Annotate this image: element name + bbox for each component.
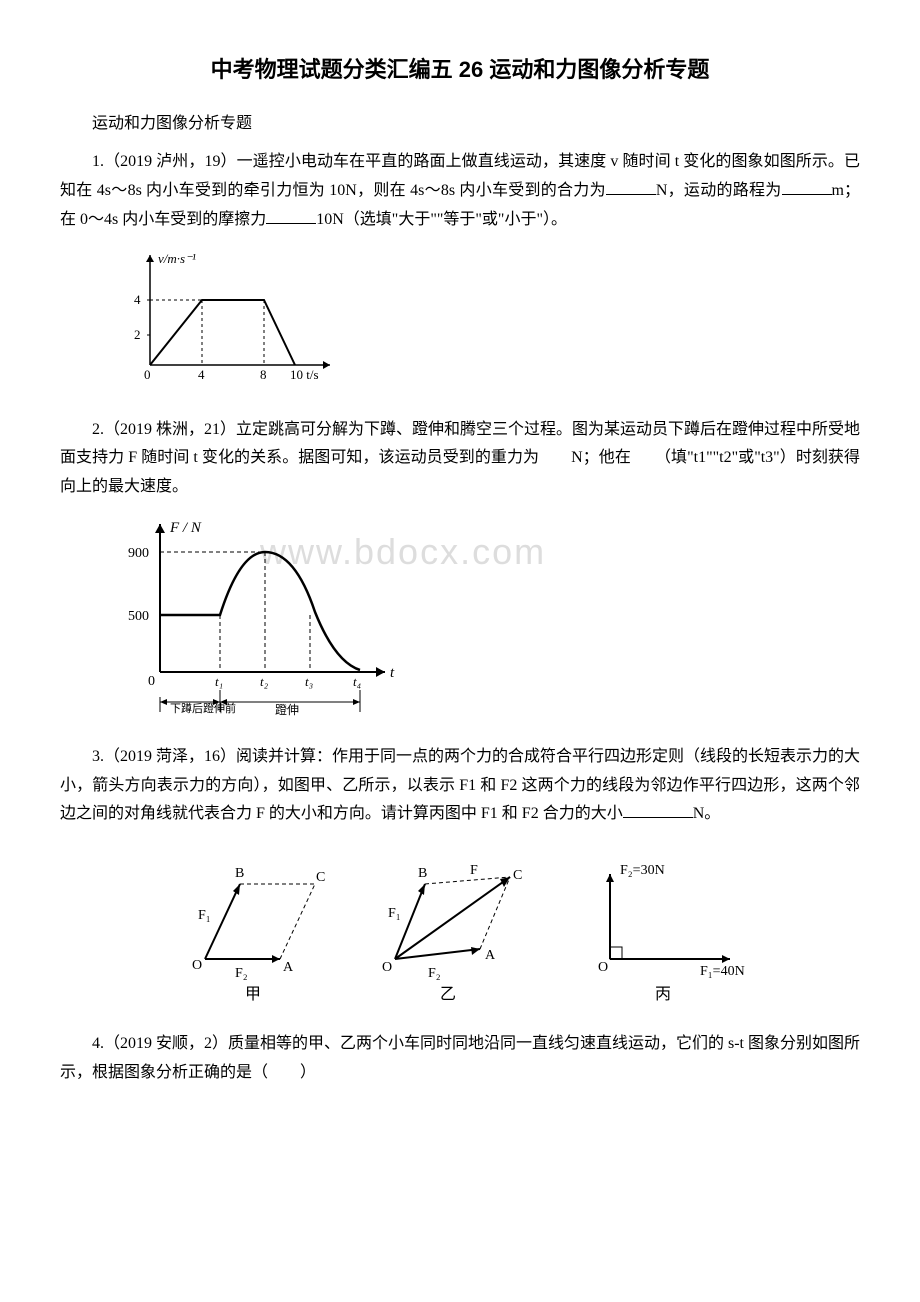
- q1-text-b: N，运动的路程为: [656, 182, 782, 199]
- q1-blank-1: [606, 178, 656, 195]
- q1-xlabel: 10 t/s: [290, 367, 319, 382]
- question-3: 3.（2019 菏泽，16）阅读并计算：作用于同一点的两个力的合成符合平行四边形…: [60, 743, 860, 829]
- q2-ytick-500: 500: [128, 609, 149, 624]
- q3-text-a: 3.（2019 菏泽，16）阅读并计算：作用于同一点的两个力的合成符合平行四边形…: [60, 748, 860, 823]
- subtitle: 运动和力图像分析专题: [60, 110, 860, 139]
- yi-C: C: [513, 868, 522, 883]
- q2-range-2: 蹬伸: [275, 703, 299, 717]
- bing-O: O: [598, 960, 608, 975]
- q1-chart: v/m·s⁻¹ 2 4 0 4 8 10 t/s: [120, 245, 860, 406]
- q1-ylabel: v/m·s⁻¹: [158, 251, 196, 266]
- jia-O: O: [192, 958, 202, 973]
- question-2: 2.（2019 株洲，21）立定跳高可分解为下蹲、蹬伸和腾空三个过程。图为某运动…: [60, 416, 860, 502]
- q1-xtick-0: 0: [144, 367, 151, 382]
- yi-A: A: [485, 948, 496, 963]
- bing-F1: F₁=40N: [700, 964, 745, 979]
- q3-diagrams: B C F₁ O F₂ A 甲 B F C F₁ O F₂ A 乙: [60, 839, 860, 1020]
- jia-label: 甲: [245, 986, 261, 1003]
- q2-xtick-t3: t₃: [305, 674, 313, 689]
- q3-text-b: N。: [693, 805, 721, 822]
- question-4: 4.（2019 安顺，2）质量相等的甲、乙两个小车同时同地沿同一直线匀速直线运动…: [60, 1030, 860, 1088]
- q1-blank-3: [266, 207, 316, 224]
- q4-text-a: 4.（2019 安顺，2）质量相等的甲、乙两个小车同时同地沿同一直线匀速直线运动…: [60, 1035, 860, 1081]
- q1-xtick-4: 4: [198, 367, 205, 382]
- q3-blank: [623, 801, 693, 818]
- q1-ytick-4: 4: [134, 292, 141, 307]
- q2-xtick-t4: t₄: [353, 674, 362, 689]
- q2-origin: 0: [148, 674, 155, 689]
- q1-xtick-8: 8: [260, 367, 267, 382]
- jia-F2: F₂: [235, 966, 248, 981]
- q2-xtick-t2: t₂: [260, 674, 269, 689]
- yi-F1: F₁: [388, 906, 401, 921]
- q2-text-a: 2.（2019 株洲，21）立定跳高可分解为下蹲、蹬伸和腾空三个过程。图为某运动…: [60, 421, 860, 496]
- jia-A: A: [283, 960, 294, 975]
- q2-chart: F / N t 900 500 0 t₁ t₂ t₃ t₄ 下蹲后蹬伸前 蹬伸: [120, 512, 860, 733]
- q1-ytick-2: 2: [134, 327, 141, 342]
- yi-F2: F₂: [428, 966, 441, 981]
- jia-C: C: [316, 870, 325, 885]
- q1-text-d: 10N（选填"大于""等于"或"小于"）。: [316, 211, 567, 228]
- q2-ytick-900: 900: [128, 546, 149, 561]
- q2-xtick-t1: t₁: [215, 674, 223, 689]
- jia-F1: F₁: [198, 908, 211, 923]
- bing-label: 丙: [655, 986, 671, 1003]
- q2-ylabel: F / N: [169, 520, 202, 536]
- q2-xlabel: t: [390, 665, 395, 681]
- jia-B: B: [235, 866, 244, 881]
- yi-O: O: [382, 960, 392, 975]
- yi-B: B: [418, 866, 427, 881]
- question-1: 1.（2019 泸州，19）一遥控小电动车在平直的路面上做直线运动，其速度 v …: [60, 148, 860, 234]
- yi-F: F: [470, 863, 478, 878]
- page-title: 中考物理试题分类汇编五 26 运动和力图像分析专题: [60, 50, 860, 90]
- bing-F2: F₂=30N: [620, 863, 665, 878]
- q1-blank-2: [782, 178, 832, 195]
- yi-label: 乙: [440, 986, 456, 1003]
